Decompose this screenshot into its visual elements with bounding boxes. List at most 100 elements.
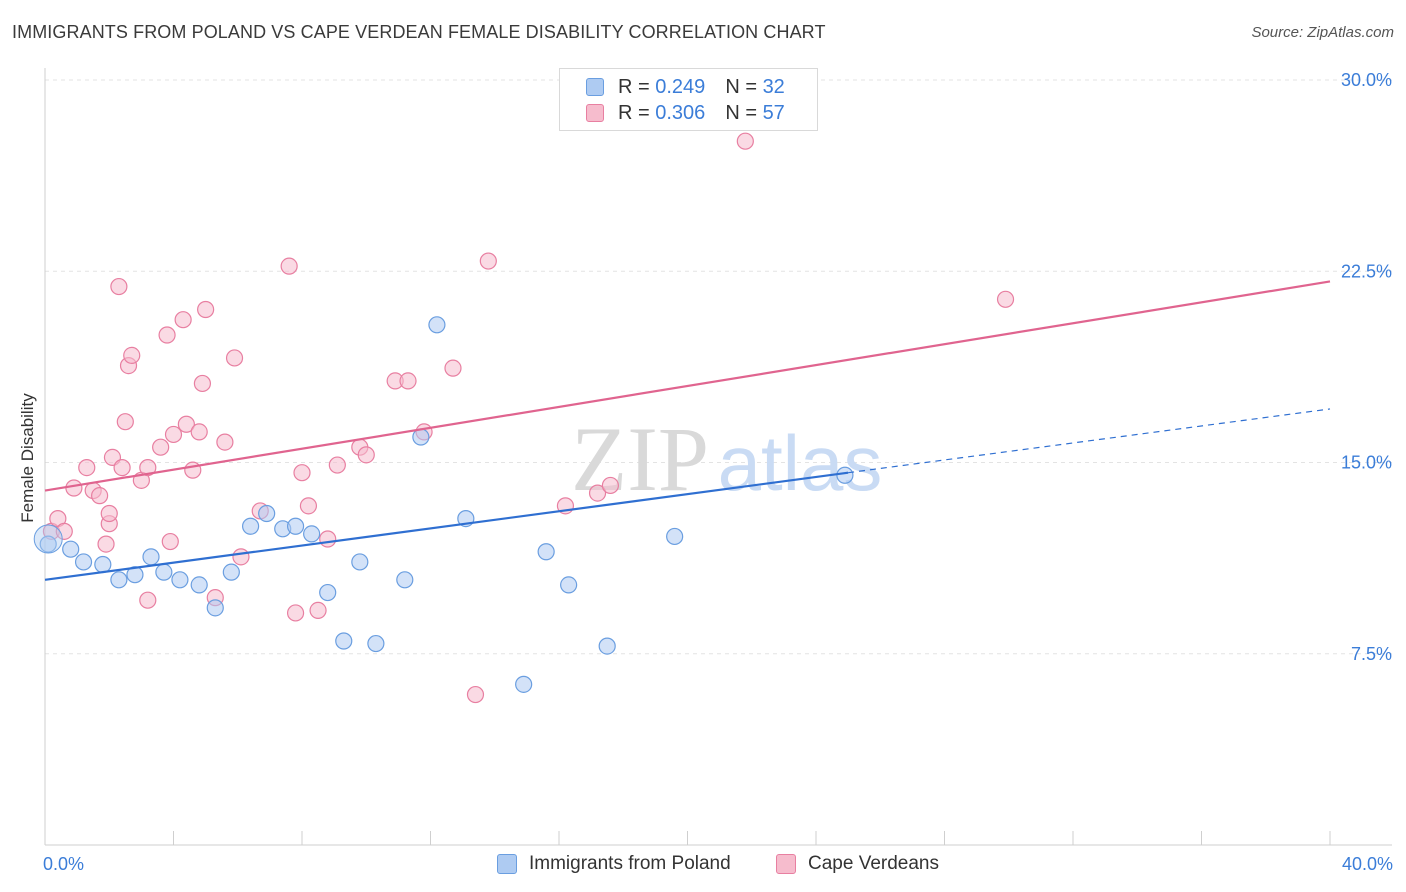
poland-point-16 — [303, 525, 321, 543]
y-tick-label-2: 22.5% — [1341, 261, 1392, 281]
capeverde-point-42 — [357, 446, 375, 464]
poland-point-7 — [155, 563, 173, 581]
capeverde-point-34 — [280, 257, 298, 275]
legend-row-capeverde: R = 0.306 N = 57 — [586, 102, 785, 124]
capeverde-point-18 — [139, 591, 157, 609]
poland-point-11 — [222, 563, 240, 581]
capeverde-point-44 — [399, 372, 417, 390]
poland-point-0 — [39, 535, 57, 553]
poland-point-31 — [836, 466, 854, 484]
capeverde-point-47 — [466, 685, 485, 704]
capeverde-point-38 — [309, 601, 327, 620]
capeverde-point-39 — [319, 530, 337, 548]
poland-point-28 — [598, 637, 616, 655]
poland-point-17 — [319, 583, 337, 602]
capeverde-point-3 — [65, 479, 83, 497]
capeverde-point-53 — [996, 290, 1015, 308]
capeverde-point-35 — [286, 604, 305, 622]
legend-swatch-pink — [586, 104, 604, 122]
legend-r-value: 0.249 — [655, 75, 706, 98]
legend-box: R = 0.249 N = 32 R = 0.306 N = 57 — [559, 68, 818, 131]
poland-point-1 — [62, 540, 80, 558]
poland-point-10 — [206, 599, 224, 617]
legend-row-poland: R = 0.249 N = 32 — [586, 76, 785, 98]
capeverde-point-26 — [190, 423, 208, 441]
axes — [44, 68, 1392, 846]
poland-point-12 — [242, 517, 260, 535]
y-tick-label-3: 30.0% — [1341, 70, 1392, 90]
poland-point-25 — [515, 675, 533, 693]
poland-point-15 — [286, 517, 305, 535]
capeverde-point-17 — [139, 459, 157, 477]
poland-point-8 — [171, 571, 189, 589]
trend-lines — [44, 280, 1331, 581]
poland-point-18 — [335, 632, 353, 650]
bottom-swatch-pink — [776, 854, 796, 874]
capeverde-point-9 — [100, 504, 118, 523]
capeverde-point-11 — [110, 277, 128, 296]
capeverde-point-51 — [601, 476, 620, 495]
poland-point-9 — [190, 576, 208, 594]
legend-n-value: 32 — [762, 75, 785, 98]
capeverde-point-21 — [161, 532, 179, 551]
legend-r-value: 0.306 — [655, 101, 706, 124]
poland-point-26 — [537, 543, 555, 561]
capeverde-point-46 — [444, 359, 462, 377]
capeverde-point-28 — [197, 300, 215, 319]
poland-point-20 — [367, 634, 385, 653]
capeverde-point-50 — [588, 484, 607, 502]
capeverde-point-52 — [736, 132, 754, 150]
watermark-atlas: atlas — [718, 419, 883, 507]
bottom-legend-label-poland: Immigrants from Poland — [529, 853, 731, 874]
legend-n-label: N = — [725, 101, 757, 124]
chart-title: IMMIGRANTS FROM POLAND VS CAPE VERDEAN F… — [12, 22, 826, 42]
capeverde-point-2 — [55, 522, 73, 540]
capeverde-point-6 — [91, 487, 109, 505]
poland-point-6 — [142, 548, 160, 566]
legend-swatch-blue — [586, 78, 604, 96]
poland-point-4 — [110, 571, 128, 589]
blue-series — [33, 71, 854, 693]
bottom-legend-poland: Immigrants from Poland — [497, 852, 731, 876]
capeverde-point-23 — [174, 311, 192, 329]
y-tick-label-1: 15.0% — [1341, 453, 1392, 473]
capeverde-point-31 — [225, 349, 244, 367]
legend-n-label: N = — [725, 75, 757, 98]
capeverde-point-15 — [123, 346, 141, 364]
capeverde-point-48 — [479, 252, 497, 270]
capeverde-point-24 — [177, 415, 195, 433]
capeverde-point-20 — [158, 326, 176, 344]
legend-r-label: R = — [618, 101, 650, 124]
capeverde-point-13 — [116, 413, 134, 431]
tick-labels: 7.5% 15.0% 22.5% 30.0% 0.0% 40.0% — [43, 70, 1393, 874]
grid-lines — [45, 79, 1392, 655]
capeverde-point-7 — [97, 535, 115, 553]
y-axis-label: Female Disability — [18, 393, 37, 523]
x-tick-label-0: 0.0% — [43, 854, 84, 874]
capeverde-point-12 — [113, 459, 131, 477]
x-tick-label-1: 40.0% — [1342, 854, 1393, 874]
watermark: ZIP atlas — [571, 408, 882, 510]
source-credit: Source: ZipAtlas.com — [1251, 24, 1394, 41]
capeverde-point-27 — [193, 374, 212, 393]
legend-n-value: 57 — [762, 101, 785, 124]
bottom-swatch-blue — [497, 854, 517, 874]
legend-r-label: R = — [618, 75, 650, 98]
capeverde-point-4 — [78, 459, 96, 477]
capeverde-point-22 — [164, 425, 183, 444]
y-tick-label-0: 7.5% — [1351, 644, 1392, 664]
poland-point-30 — [666, 527, 684, 546]
poland-trend-extension — [848, 408, 1331, 474]
bottom-legend-label-capeverde: Cape Verdeans — [808, 853, 939, 874]
capeverde-point-19 — [152, 438, 170, 456]
poland-point-27 — [560, 576, 578, 594]
poland-cluster-point — [33, 524, 63, 554]
capeverde-trend-line — [44, 280, 1331, 492]
poland-point-13 — [258, 504, 276, 523]
poland-point-21 — [396, 571, 414, 589]
poland-trend-line — [44, 471, 849, 581]
capeverde-point-37 — [299, 497, 318, 515]
poland-point-2 — [74, 553, 93, 571]
pink-series — [42, 132, 1015, 704]
